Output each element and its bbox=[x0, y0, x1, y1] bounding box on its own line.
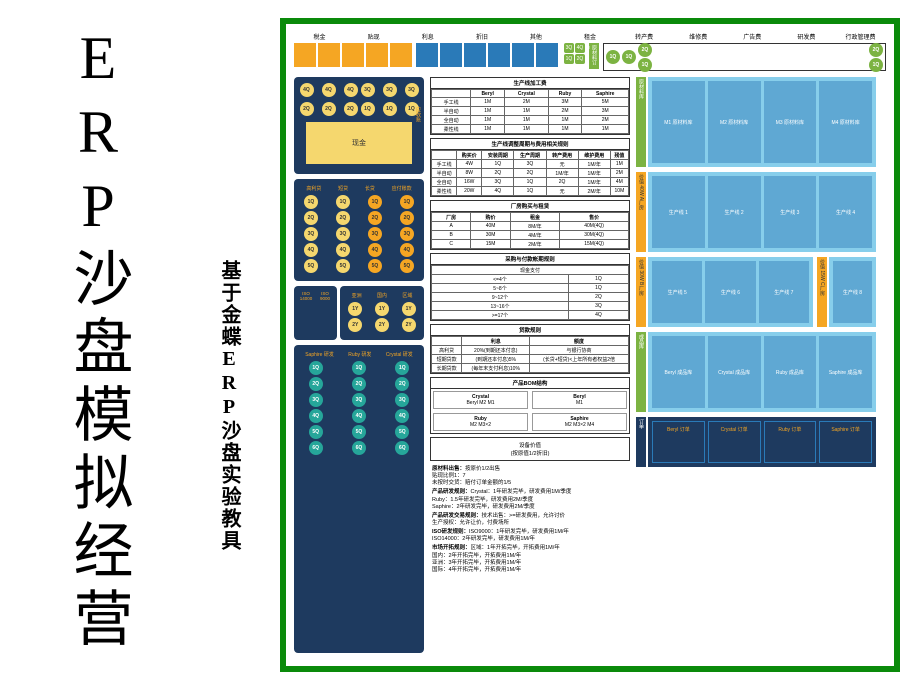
middle-column: 生产线加工费BerylCrystalRubySaphire手工线1M2M3M5M… bbox=[430, 77, 630, 653]
cash-box: 现金 bbox=[306, 122, 412, 164]
production-lines-c: 生产线 8 bbox=[829, 257, 876, 327]
orders-row: Beryl 订单Crystal 订单Ruby 订单Saphire 订单 bbox=[648, 417, 876, 467]
quarter-badges: 3Q4Q 1Q2Q bbox=[564, 43, 585, 64]
main-title: ERP沙盘模拟经营 bbox=[55, 25, 142, 665]
raw-warehouses: M1 原材料库M2 原材料库M3 原材料库M4 原材料库 bbox=[648, 77, 876, 167]
loans-panel: 高利贷短贷长贷应付账款 1Q1Q1Q1Q2Q2Q2Q2Q3Q3Q3Q3Q4Q4Q… bbox=[294, 179, 424, 281]
table-processing-fee: 生产线加工费BerylCrystalRubySaphire手工线1M2M3M5M… bbox=[430, 77, 630, 135]
board: 税金贴现利息折旧其他租金转产费维修费广告费研发费行政管理费 3Q4Q 1Q2Q … bbox=[294, 32, 886, 658]
raw-order-tag: 原材料订单 bbox=[589, 43, 599, 69]
rd-panel: Saphire 研发Ruby 研发Crystal 研发 1Q1Q1Q2Q2Q2Q… bbox=[294, 345, 424, 653]
finished-tag: 成品库 bbox=[636, 332, 646, 412]
blue-box-row bbox=[416, 43, 558, 67]
raw-warehouse-tag: 原材料库 bbox=[636, 77, 646, 167]
bom-structure: 产品BOM结构CrystalBeryl M2 M1BerylM1RubyM2 M… bbox=[430, 377, 630, 434]
production-lines-a: 生产线 1生产线 2生产线 3生产线 4 bbox=[648, 172, 876, 252]
equipment-value: 设备价值 (按原值1/2折旧) bbox=[430, 437, 630, 461]
orders-tag: 订单 bbox=[636, 417, 646, 467]
market-panel: 亚洲国内区域 1Y1Y1Y2Y2Y2Y bbox=[340, 286, 424, 340]
raw-order-box: 1Q 1Q 2Q1Q 2Q1Q bbox=[603, 43, 886, 71]
finished-warehouses: Beryl 成品库Crystal 成品库Ruby 成品库Saphire 成品库 bbox=[648, 332, 876, 412]
table-line-rules: 生产线调整周期与费用相关规则购买价安装周期生产周期转产费用维护费用残值手工线4W… bbox=[430, 138, 630, 197]
table-loans: 贷款规则利息额度高利贷20%(到期还本付息)与银行协商短期贷款(到期还本付息)5… bbox=[430, 324, 630, 374]
board-frame: 税金贴现利息折旧其他租金转产费维修费广告费研发费行政管理费 3Q4Q 1Q2Q … bbox=[280, 18, 900, 672]
factory-c-tag: 价值 15W C厂房 bbox=[817, 257, 827, 327]
factory-b-tag: 价值 30W B厂房 bbox=[636, 257, 646, 327]
table-factory: 厂房购买与租赁厂房购价租金售价A40M8M/年40M(4Q)B30M4M/年30… bbox=[430, 200, 630, 250]
right-column: 原材料库 M1 原材料库M2 原材料库M3 原材料库M4 原材料库 价值 40W… bbox=[636, 77, 876, 653]
top-header-labels: 税金贴现利息折旧其他租金转产费维修费广告费研发费行政管理费 bbox=[294, 32, 886, 41]
left-column: 应收账 4Q4Q4Q3Q3Q3Q2Q2Q2Q1Q1Q1Q 现金 高利贷短贷长贷应… bbox=[294, 77, 424, 653]
subtitle: 基于金蝶ERP沙盘实验教具 bbox=[215, 260, 244, 660]
table-payment: 采购与付款帐期规则现金支付<=4个1Q5~8个1Q9~12个2Q13~16个3Q… bbox=[430, 253, 630, 321]
production-lines-b: 生产线 5生产线 6生产线 7 bbox=[648, 257, 813, 327]
slide: ERP沙盘模拟经营 基于金蝶ERP沙盘实验教具 税金贴现利息折旧其他租金转产费维… bbox=[0, 0, 920, 690]
rules-text: 原材料出售：按原价1/2出售贴现比例1：7未按时交货：赔付订单金额的1/5产品研… bbox=[430, 464, 630, 578]
factory-a-tag: 价值 40W A厂房 bbox=[636, 172, 646, 252]
iso-panel: ISO 14000ISO 9000 bbox=[294, 286, 337, 340]
cash-panel: 应收账 4Q4Q4Q3Q3Q3Q2Q2Q2Q1Q1Q1Q 现金 bbox=[294, 77, 424, 174]
orange-box-row bbox=[294, 43, 412, 67]
